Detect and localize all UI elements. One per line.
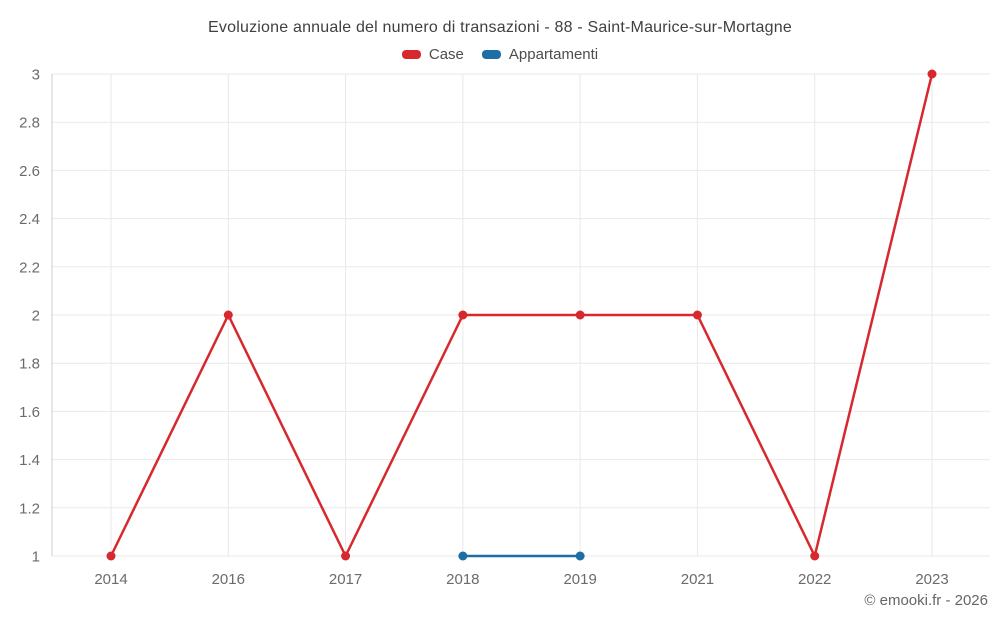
y-tick-label: 1.8 (19, 356, 40, 373)
data-point-appartamenti (575, 551, 585, 561)
x-tick-label: 2018 (446, 571, 479, 588)
legend-swatch-case (401, 49, 421, 59)
y-tick-label: 2.8 (19, 115, 40, 132)
y-tick-label: 2.2 (19, 259, 40, 276)
x-tick-label: 2014 (94, 571, 127, 588)
y-tick-label: 1.6 (19, 404, 40, 421)
data-point-case (458, 310, 468, 320)
x-tick-label: 2021 (681, 571, 714, 588)
legend-swatch-appartamenti (481, 49, 501, 59)
y-tick-label: 1.2 (19, 500, 40, 517)
x-tick-label: 2019 (563, 571, 596, 588)
y-tick-label: 1.4 (19, 452, 40, 469)
x-tick-label: 2022 (798, 571, 831, 588)
legend-label: Case (428, 45, 464, 63)
series-line-case (109, 73, 934, 558)
y-tick-label: 2.4 (19, 211, 40, 228)
legend: Case Appartamenti (0, 45, 1000, 63)
data-point-case (692, 310, 702, 320)
y-tick-label: 2.6 (19, 163, 40, 180)
x-tick-label: 2016 (212, 571, 245, 588)
y-tick-label: 3 (32, 67, 40, 84)
chart-title: Evoluzione annuale del numero di transaz… (208, 19, 792, 36)
data-point-appartamenti (458, 551, 468, 561)
data-point-case (106, 551, 116, 561)
legend-item-case[interactable]: Case (401, 45, 464, 63)
data-point-case (341, 551, 351, 561)
y-tick-label: 1 (32, 549, 40, 566)
legend-label: Appartamenti (508, 45, 599, 63)
data-point-case (810, 551, 820, 561)
x-tick-label: 2017 (329, 571, 362, 588)
y-tick-label: 2 (32, 308, 40, 325)
watermark: © emooki.fr - 2026 (864, 592, 988, 609)
legend-item-appartamenti[interactable]: Appartamenti (481, 45, 599, 63)
data-point-case (223, 310, 233, 320)
x-tick-label: 2023 (915, 571, 948, 588)
data-point-case (575, 310, 585, 320)
data-point-case (927, 69, 937, 79)
